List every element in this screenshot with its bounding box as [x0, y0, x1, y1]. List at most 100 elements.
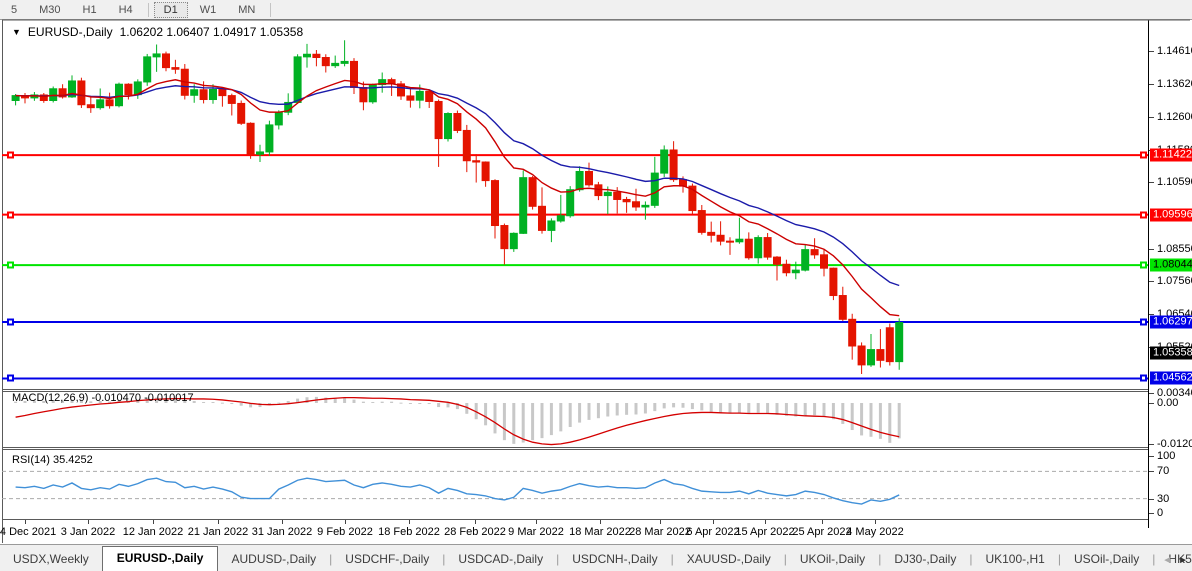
date-axis-tick [600, 520, 601, 524]
tab-audusd-daily[interactable]: AUDUSD-,Daily [231, 552, 317, 566]
date-axis-tick [765, 520, 766, 524]
price-axis-tick [1149, 116, 1154, 118]
tab-separator: | [1152, 552, 1156, 566]
price-axis-tick [1149, 51, 1154, 53]
hline-left-handle[interactable] [7, 211, 14, 219]
timeframe-button-h4[interactable]: H4 [118, 3, 133, 16]
date-label: 6 Apr 2022 [686, 526, 740, 538]
tab-uk100-h1[interactable]: UK100-,H1 [985, 552, 1045, 566]
chart-tab-bar: USDX,Weekly EURUSD-,Daily AUDUSD-,Daily | US… [0, 544, 1192, 571]
hline-left-handle[interactable] [7, 374, 14, 382]
date-label: 9 Mar 2022 [508, 526, 564, 538]
tab-usdcnh-daily[interactable]: USDCNH-,Daily [572, 552, 658, 566]
price-hlines-group[interactable] [2, 154, 1148, 380]
rsi-axis-label: 100 [1157, 450, 1176, 462]
chart-canvas[interactable] [0, 0, 1192, 544]
date-axis-tick [475, 520, 476, 524]
price-line-badge: 1.09596 [1150, 208, 1192, 222]
tab-dj30-daily[interactable]: DJ30-,Daily [894, 552, 957, 566]
price-line-badge: 1.08044 [1150, 258, 1192, 272]
macd-pane-group [14, 396, 901, 446]
tab-usoil-daily[interactable]: USOil-,Daily [1073, 552, 1140, 566]
tab-separator: | [969, 552, 973, 566]
timeframe-button-5[interactable]: 5 [11, 3, 18, 16]
hline-right-handle[interactable] [1140, 374, 1147, 382]
date-axis-tick [88, 520, 89, 524]
tab-usdchf-daily[interactable]: USDCHF-,Daily [345, 552, 430, 566]
rsi-axis-tick [1149, 471, 1154, 473]
tab-separator: | [442, 552, 446, 566]
price-tick-label: 1.07560 [1157, 274, 1192, 287]
date-axis-tick [822, 520, 823, 524]
toolbar-separator [270, 2, 272, 17]
date-label: 4 May 2022 [846, 526, 904, 538]
tabs-scroll-right-icon[interactable]: ► [1178, 555, 1188, 566]
price-tick-label: 1.08550 [1157, 242, 1192, 255]
rsi-pane-group [2, 470, 1148, 505]
date-label: 28 Feb 2022 [444, 526, 506, 538]
tab-xauusd-daily[interactable]: XAUUSD-,Daily [686, 552, 771, 566]
date-axis-tick [25, 520, 26, 524]
rsi-axis-label: 70 [1157, 465, 1170, 478]
macd-axis-label: 0.003408 [1157, 387, 1192, 399]
hline-right-handle[interactable] [1140, 318, 1147, 326]
price-line-badge: 1.11422 [1150, 148, 1192, 162]
timeframe-button-mn[interactable]: MN [238, 3, 256, 16]
tab-eurusd-daily[interactable]: EURUSD-,Daily [101, 546, 219, 571]
date-label: 21 Jan 2022 [187, 526, 249, 538]
date-label: 18 Mar 2022 [569, 526, 631, 538]
collapse-triangle-icon[interactable]: ▼ [12, 27, 21, 37]
tab-hk50[interactable]: HK50-, [1168, 552, 1192, 566]
hline-right-handle[interactable] [1140, 211, 1147, 219]
date-axis-tick [218, 520, 219, 524]
rsi-indicator-label: RSI(14) 35.4252 [12, 454, 93, 466]
tab-separator: | [878, 552, 882, 566]
date-axis-tick [345, 520, 346, 524]
tabs-scroll-left-icon[interactable]: ◄ [1162, 555, 1173, 566]
date-axis-tick [713, 520, 714, 524]
date-label: 18 Feb 2022 [378, 526, 440, 538]
tab-usdcad-daily[interactable]: USDCAD-,Daily [458, 552, 544, 566]
tab-separator: | [670, 552, 674, 566]
date-axis-tick [153, 520, 154, 524]
date-axis-tick [875, 520, 876, 524]
price-axis-tick [1149, 280, 1154, 282]
tab-usdx-weekly[interactable]: USDX,Weekly [13, 552, 89, 566]
chart-left-border [2, 20, 3, 543]
price-line-badge: 1.04562 [1150, 371, 1192, 385]
candles-group [11, 40, 904, 374]
timeframe-button-m30[interactable]: M30 [39, 3, 61, 16]
timeframe-button-d1[interactable]: D1 [153, 1, 188, 18]
hline-right-handle[interactable] [1140, 151, 1147, 159]
tab-separator: | [329, 552, 333, 566]
rsi-axis-tick [1149, 498, 1154, 500]
date-label: 31 Jan 2022 [251, 526, 313, 538]
hline-left-handle[interactable] [7, 318, 14, 326]
hline-left-handle[interactable] [7, 151, 14, 159]
timeframe-button-h1[interactable]: H1 [82, 3, 97, 16]
price-tick-label: 1.10590 [1157, 176, 1192, 189]
tab-separator: | [783, 552, 787, 566]
chart-title: ▼ EURUSD-,Daily 1.06202 1.06407 1.04917 … [12, 25, 303, 39]
price-tick-label: 1.12600 [1157, 110, 1192, 123]
date-label: 9 Feb 2022 [317, 526, 373, 538]
price-axis-separator [1148, 20, 1149, 528]
hline-left-handle[interactable] [7, 261, 14, 269]
price-axis-tick [1149, 182, 1154, 184]
price-axis-tick [1149, 314, 1154, 316]
tab-separator: | [556, 552, 560, 566]
current-price-badge: 1.05358 [1150, 346, 1192, 360]
rsi-axis-tick [1149, 513, 1154, 514]
date-label: 25 Apr 2022 [792, 526, 852, 538]
price-axis-tick [1149, 83, 1154, 85]
date-label: 12 Jan 2022 [122, 526, 184, 538]
tab-ukoil-daily[interactable]: UKOil-,Daily [799, 552, 866, 566]
timeframe-button-w1[interactable]: W1 [199, 3, 217, 16]
date-label: 24 Dec 2021 [0, 526, 57, 538]
tab-separator: | [1057, 552, 1061, 566]
macd-axis-tick [1149, 443, 1154, 445]
price-line-badge: 1.06297 [1150, 315, 1192, 329]
hline-right-handle[interactable] [1140, 261, 1147, 269]
tab-scroll-arrows: ◄ ► [1162, 555, 1188, 566]
